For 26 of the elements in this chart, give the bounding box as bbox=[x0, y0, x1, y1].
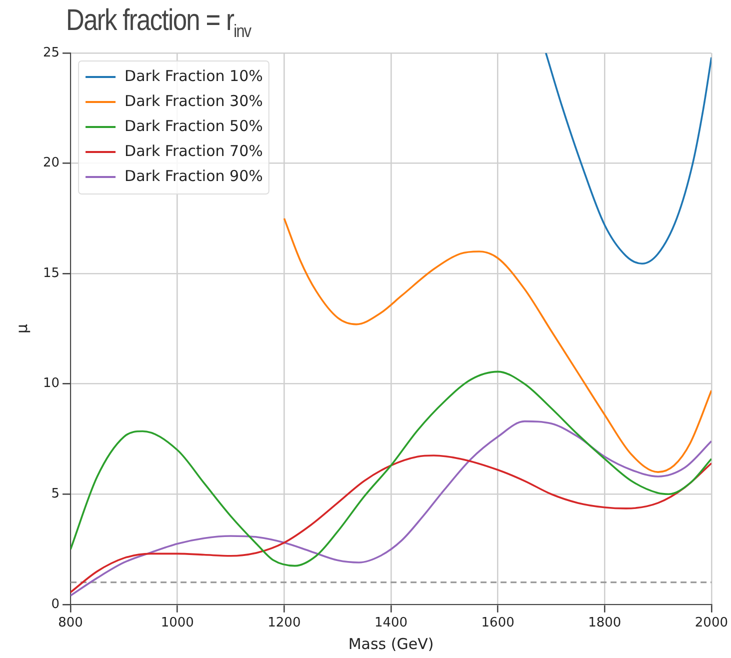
x-tick-label: 1000 bbox=[160, 616, 194, 631]
line-series bbox=[70, 420, 712, 596]
y-tick-label: 15 bbox=[42, 266, 60, 281]
legend-label: Dark Fraction 70% bbox=[124, 142, 263, 160]
legend-label: Dark Fraction 30% bbox=[124, 92, 263, 110]
legend-label: Dark Fraction 10% bbox=[124, 66, 263, 85]
x-tick-label: 1800 bbox=[588, 616, 622, 631]
x-tick-label: 800 bbox=[58, 616, 83, 631]
legend-label: Dark Fraction 90% bbox=[124, 166, 263, 185]
y-tick-label: 0 bbox=[51, 596, 60, 612]
y-tick-label: 20 bbox=[42, 156, 60, 171]
legend-label: Dark Fraction 50% bbox=[124, 116, 263, 135]
x-axis-title: Mass (GeV) bbox=[348, 634, 434, 653]
x-tick-label: 2000 bbox=[694, 616, 728, 631]
line-series bbox=[70, 370, 712, 567]
chart-title: Dark fraction = r$_{inv}$ bbox=[66, 4, 251, 42]
line-series bbox=[283, 218, 712, 473]
x-tick-label: 1400 bbox=[374, 616, 408, 631]
x-tick-label: 1600 bbox=[481, 616, 514, 631]
line-series bbox=[70, 454, 712, 594]
x-tick-label: 1200 bbox=[268, 616, 301, 631]
y-tick-label: 5 bbox=[51, 486, 60, 502]
y-tick-label: 10 bbox=[42, 376, 60, 392]
line-series bbox=[544, 53, 712, 265]
y-tick-label: 25 bbox=[42, 45, 60, 60]
y-axis-title: μ bbox=[12, 323, 31, 334]
